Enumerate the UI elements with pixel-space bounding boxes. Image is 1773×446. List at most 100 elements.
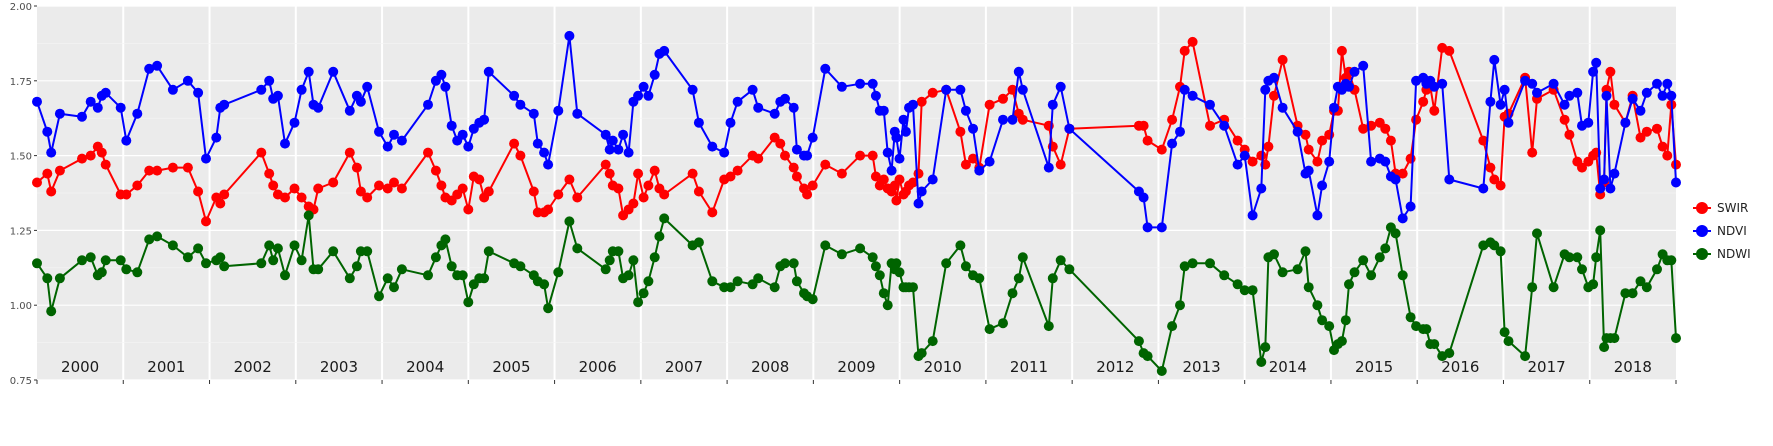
data-point-ndwi (132, 267, 143, 278)
year-label: 2009 (837, 358, 875, 376)
data-point-ndvi (1303, 165, 1314, 176)
data-point-ndwi (96, 267, 107, 278)
data-point-ndvi (707, 141, 718, 152)
data-point-ndwi (1232, 279, 1243, 290)
data-point-ndvi (1205, 99, 1215, 110)
data-point-swir (1263, 141, 1274, 152)
data-point-swir (855, 150, 866, 161)
data-point-swir (182, 162, 193, 173)
year-label: 2015 (1355, 358, 1393, 376)
data-point-ndwi (303, 210, 314, 221)
data-point-ndvi (878, 105, 889, 116)
data-point-ndwi (564, 216, 575, 227)
data-point-ndwi (659, 213, 670, 224)
legend-label-swir: SWIR (1717, 200, 1749, 215)
data-point-swir (1055, 159, 1066, 170)
data-point-ndwi (1627, 288, 1638, 299)
data-point-ndwi (633, 297, 644, 308)
data-point-ndwi (628, 255, 639, 266)
data-point-ndwi (423, 270, 433, 281)
data-point-ndvi (572, 108, 583, 119)
data-point-ndvi (54, 108, 65, 119)
data-point-swir (1205, 120, 1215, 131)
data-point-ndvi (1609, 168, 1620, 179)
data-point-ndwi (1256, 357, 1267, 367)
y-tick-label: 0.75 (10, 376, 32, 387)
legend-label-ndvi: NDVI (1717, 223, 1747, 238)
data-point-swir (913, 168, 924, 179)
data-point-swir (1429, 105, 1440, 116)
data-point-swir (1277, 54, 1288, 65)
data-point-ndvi (289, 117, 300, 128)
data-point-ndvi (1548, 78, 1559, 89)
data-point-ndwi (1635, 276, 1646, 287)
data-point-swir (908, 177, 918, 188)
data-point-ndwi (1344, 279, 1354, 290)
data-point-swir (788, 162, 799, 173)
data-point-ndvi (613, 144, 624, 155)
data-point-ndwi (1599, 342, 1610, 353)
data-point-ndwi (891, 258, 902, 269)
data-point-ndwi (1444, 348, 1455, 359)
data-point-ndvi (891, 132, 902, 143)
data-point-ndvi (1187, 90, 1198, 101)
data-point-ndwi (960, 261, 971, 272)
data-point-ndvi (1055, 81, 1066, 92)
data-point-ndvi (955, 84, 966, 95)
data-point-ndvi (1495, 99, 1506, 110)
data-point-ndwi (1520, 351, 1531, 362)
data-point-ndvi (855, 78, 866, 89)
data-point-ndwi (638, 288, 649, 299)
data-point-ndwi (479, 273, 490, 284)
data-point-swir (1312, 156, 1323, 167)
data-point-ndwi (1300, 246, 1311, 257)
data-point-swir (870, 171, 881, 182)
data-point-ndvi (1260, 84, 1271, 95)
data-point-ndwi (362, 246, 373, 257)
data-point-swir (725, 171, 736, 182)
data-point-swir (42, 168, 53, 179)
data-point-ndvi (1156, 222, 1167, 233)
data-point-swir (193, 186, 204, 197)
data-point-ndwi (1429, 339, 1440, 350)
data-point-ndwi (115, 255, 126, 266)
data-point-ndvi (1641, 87, 1652, 98)
data-point-swir (54, 165, 65, 176)
data-point-ndwi (1017, 252, 1028, 263)
data-point-swir (96, 147, 107, 158)
data-point-swir (344, 147, 355, 158)
data-point-ndvi (1013, 66, 1024, 77)
data-point-ndwi (693, 237, 704, 248)
data-point-swir (780, 150, 790, 161)
data-point-swir (121, 189, 132, 200)
data-point-ndvi (802, 150, 813, 161)
data-point-ndwi (1572, 252, 1583, 263)
data-point-ndvi (396, 135, 407, 146)
data-point-ndwi (649, 252, 660, 263)
data-point-ndwi (1503, 336, 1514, 347)
data-point-ndvi (509, 90, 520, 101)
data-point-swir (463, 204, 474, 215)
data-point-swir (355, 186, 366, 197)
data-point-ndwi (836, 249, 847, 260)
data-point-ndwi (780, 258, 790, 269)
data-point-ndvi (623, 147, 634, 158)
data-point-ndwi (553, 267, 564, 278)
data-point-swir (1167, 114, 1178, 125)
data-point-ndvi (1064, 123, 1075, 134)
data-point-ndvi (553, 105, 564, 116)
data-point-ndwi (201, 258, 211, 269)
data-point-swir (515, 150, 526, 161)
data-point-ndwi (1532, 228, 1542, 239)
data-point-ndwi (955, 240, 966, 251)
data-point-ndwi (882, 300, 893, 311)
data-point-swir (77, 153, 87, 164)
data-point-ndvi (633, 90, 644, 101)
legend-key-ndwi (1693, 245, 1711, 263)
data-point-swir (1336, 45, 1347, 56)
data-point-ndvi (539, 147, 550, 158)
data-point-ndwi (280, 270, 290, 281)
data-point-swir (553, 189, 564, 200)
data-point-ndwi (272, 243, 283, 254)
data-point-ndwi (268, 255, 279, 266)
